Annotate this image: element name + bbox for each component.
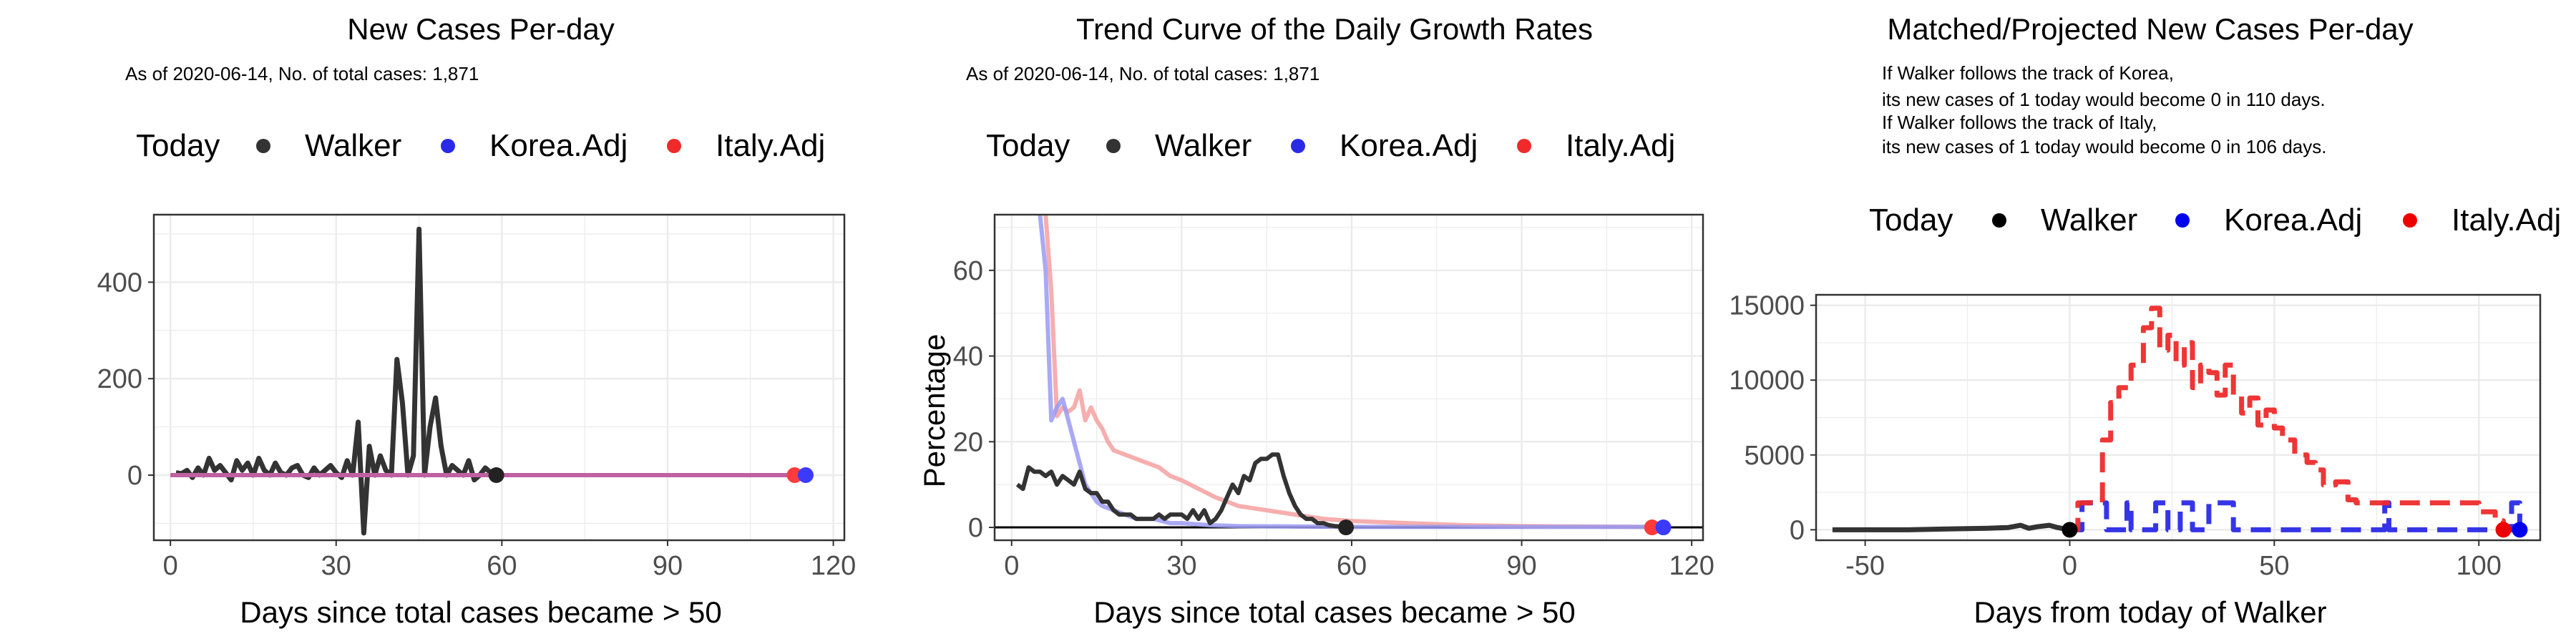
legend-italy-icon	[1517, 139, 1531, 153]
panel3-y-tick-label: 10000	[1729, 366, 1805, 396]
legend-walker-icon	[1106, 139, 1121, 153]
panel1-series	[170, 226, 806, 536]
panel1-y-tick-label: 400	[97, 268, 142, 298]
panel1-title: New Cases Per-day	[347, 12, 614, 46]
panel3-x-tick-label: 50	[2259, 551, 2289, 581]
panel1-border	[152, 213, 846, 542]
panel1-x-tick-label: 0	[163, 551, 178, 581]
panel2-y-tick-label: 20	[953, 427, 983, 457]
panel3-note-line-3: If Walker follows the track of Italy,	[1882, 112, 2157, 133]
panel2-y-tick-label: 60	[953, 256, 983, 286]
panel2-title: Trend Curve of the Daily Growth Rates	[1076, 12, 1593, 46]
legend-korea: Korea.Adj	[2224, 203, 2362, 238]
panel3-x-tick-label: -50	[1845, 551, 1885, 581]
legend-italy: Italy.Adj	[1566, 128, 1675, 163]
panel3-border	[1815, 293, 2542, 542]
panel3-note-line-1: If Walker follows the track of Korea,	[1882, 62, 2174, 84]
legend-italy: Italy.Adj	[2451, 203, 2561, 238]
panel3-note-line-2: its new cases of 1 today would become 0 …	[1882, 89, 2326, 110]
panel2-x-tick-label: 90	[1506, 551, 1536, 581]
panel3-legend: Today Walker Korea.Adj Italy.Adj	[1869, 203, 2561, 238]
series-walker	[1832, 522, 2071, 532]
today-point-italy-adj	[1644, 519, 1660, 536]
panel2-ylabel: Percentage	[917, 334, 951, 488]
panel3-note-line-4: its new cases of 1 today would become 0 …	[1882, 136, 2326, 157]
series-walker	[1015, 452, 1347, 530]
legend-korea: Korea.Adj	[1340, 128, 1478, 163]
legend-walker: Walker	[1155, 128, 1252, 163]
legend-title: Today	[986, 128, 1070, 163]
series-walker	[175, 226, 498, 536]
panel1-x-tick-label: 120	[811, 551, 856, 581]
legend-italy-icon	[2403, 213, 2417, 228]
panel2-xlabel: Days since total cases became > 50	[1093, 595, 1576, 629]
legend-korea: Korea.Adj	[489, 128, 628, 163]
panel3-y-tick-label: 15000	[1729, 291, 1805, 321]
series-italy-adj	[2069, 306, 2506, 532]
today-point-italy-adj	[2495, 522, 2512, 538]
panel1-x-tick-label: 60	[487, 551, 517, 581]
legend-walker-icon	[256, 139, 270, 153]
legend-korea-icon	[441, 139, 455, 153]
panel1-xlabel: Days since total cases became > 50	[240, 595, 722, 629]
panel2-plot: 0 30 60 90 120 0 20 40 60	[953, 213, 1714, 581]
legend-walker: Walker	[2041, 203, 2137, 238]
legend-italy-icon	[667, 139, 681, 153]
legend-walker: Walker	[305, 128, 401, 163]
legend-italy: Italy.Adj	[716, 128, 825, 163]
legend-walker-icon	[1992, 213, 2006, 228]
panel3-x-tick-label: 100	[2457, 551, 2502, 581]
panel3-y-tick-label: 0	[1790, 515, 1805, 545]
today-point-korea-adj	[1655, 519, 1672, 536]
panel3-title: Matched/Projected New Cases Per-day	[1887, 12, 2413, 46]
today-point-italy-adj	[786, 467, 803, 483]
panel1-x-tick-label: 90	[653, 551, 683, 581]
panel1-y-tick-label: 200	[97, 364, 142, 394]
today-point-walker	[488, 467, 504, 483]
legend-korea-icon	[1291, 139, 1305, 153]
panel3-x-tick-label: 0	[2062, 551, 2077, 581]
panel1-plot: 0 30 60 90 120 0 200 400	[97, 213, 856, 581]
panel2-x-tick-label: 120	[1669, 551, 1714, 581]
panel3-xlabel: Days from today of Walker	[1974, 595, 2326, 629]
panel2-y-tick-label: 40	[953, 342, 983, 372]
panel2-subtitle: As of 2020-06-14, No. of total cases: 1,…	[966, 63, 1319, 84]
panel1-subtitle: As of 2020-06-14, No. of total cases: 1,…	[125, 63, 479, 84]
series-korea-adj	[2069, 500, 2522, 532]
panel1-legend: Today Walker Korea.Adj Italy.Adj	[136, 128, 825, 163]
panel2-x-tick-label: 30	[1166, 551, 1196, 581]
panel2-legend: Today Walker Korea.Adj Italy.Adj	[986, 128, 1675, 163]
today-point-korea-adj	[797, 467, 814, 483]
panel2-x-tick-label: 60	[1337, 551, 1367, 581]
panel1-y-tick-label: 0	[127, 461, 142, 491]
panel2-x-tick-label: 0	[1004, 551, 1019, 581]
legend-title: Today	[1869, 203, 1953, 238]
today-point-walker	[1338, 519, 1355, 536]
today-point-korea-adj	[2512, 522, 2528, 538]
legend-title: Today	[136, 128, 220, 163]
panel3-series	[1832, 306, 2522, 532]
panel1-x-tick-label: 30	[321, 551, 351, 581]
panel3-plot: -50 0 50 100 0 5000 10000 15000	[1729, 291, 2542, 581]
panel3-y-tick-label: 5000	[1744, 441, 1805, 471]
panel2-y-tick-label: 0	[968, 513, 983, 543]
series-italy-adj	[1043, 215, 1652, 530]
panel2-border	[993, 213, 1704, 542]
today-point-walker	[2062, 522, 2078, 538]
legend-korea-icon	[2175, 213, 2190, 228]
panel2-series	[995, 215, 1703, 530]
